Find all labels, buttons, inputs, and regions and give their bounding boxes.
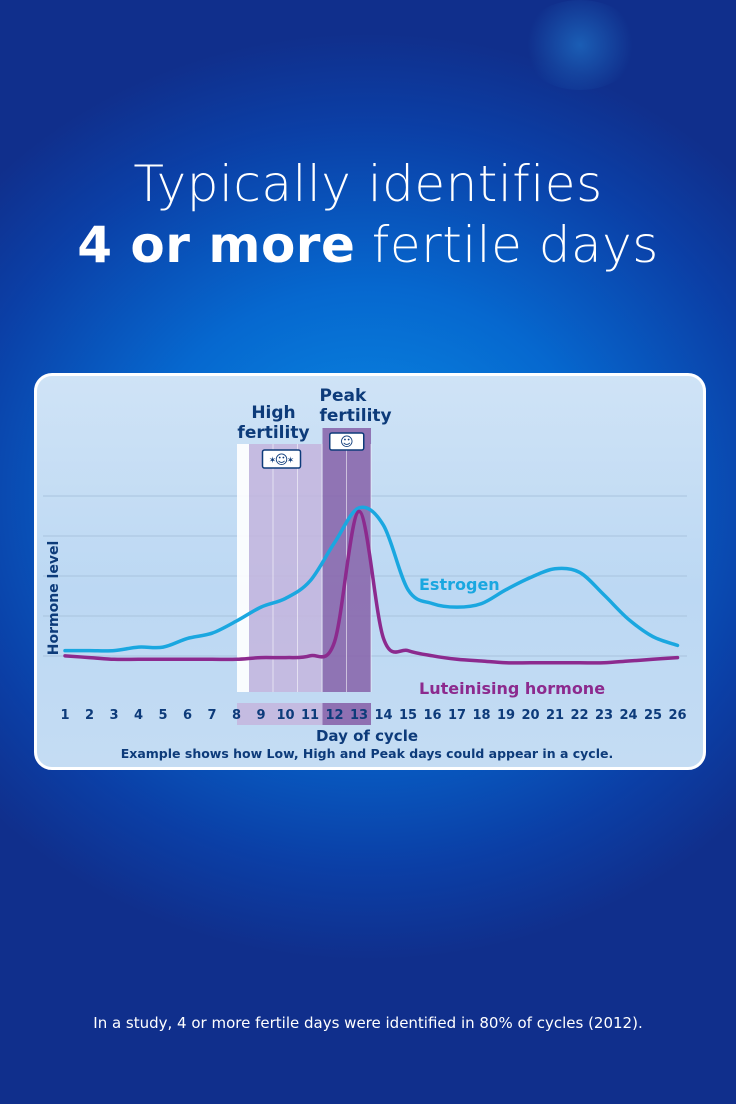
x-axis-label: Day of cycle bbox=[316, 727, 418, 745]
estrogen-label: Estrogen bbox=[419, 575, 500, 594]
chart-caption: Example shows how Low, High and Peak day… bbox=[121, 746, 613, 761]
luteinising-hormone-line bbox=[63, 509, 680, 665]
x-tick-label: 21 bbox=[546, 708, 564, 723]
x-tick-label: 9 bbox=[256, 708, 265, 723]
peak-fertility-label-line2: fertility bbox=[320, 406, 392, 426]
x-tick-label: 10 bbox=[276, 708, 294, 723]
ray-icon: ✶ bbox=[287, 456, 295, 466]
headline-bold: 4 or more bbox=[77, 216, 356, 274]
x-tick-label: 6 bbox=[183, 708, 192, 723]
x-tick-label: 2 bbox=[85, 708, 94, 723]
background-glow bbox=[520, 0, 640, 90]
x-tick-label: 26 bbox=[668, 708, 686, 723]
x-tick-label: 8 bbox=[232, 708, 241, 723]
ray-icon: ✶ bbox=[269, 456, 277, 466]
x-tick-label: 14 bbox=[374, 708, 392, 723]
x-tick-label: 24 bbox=[619, 708, 637, 723]
x-tick-label: 19 bbox=[497, 708, 515, 723]
x-tick-label: 7 bbox=[207, 708, 216, 723]
headline-line-2: 4 or more fertile days bbox=[0, 216, 736, 274]
high-fertility-band-edge bbox=[237, 444, 249, 692]
x-tick-label: 13 bbox=[350, 708, 368, 723]
x-tick-label: 1 bbox=[60, 708, 69, 723]
headline-rest: fertile days bbox=[355, 216, 659, 274]
high-fertility-label-line2: fertility bbox=[237, 423, 309, 443]
smiley-glyph-icon: ☺ bbox=[275, 453, 289, 468]
smiley-icon bbox=[329, 432, 365, 451]
footer-note: In a study, 4 or more fertile days were … bbox=[93, 1014, 643, 1032]
high-fertility-label-line1: High bbox=[251, 403, 295, 423]
tick-highlight-peak bbox=[322, 703, 371, 725]
x-tick-label: 22 bbox=[570, 708, 588, 723]
x-tick-label: 18 bbox=[472, 708, 490, 723]
x-tick-label: 23 bbox=[595, 708, 613, 723]
high-fertility-band bbox=[249, 444, 322, 692]
x-tick-label: 11 bbox=[301, 708, 319, 723]
chart-panel: High fertility Peak fertility ☺ ✶ ✶ ☺ Estrogen Lu… bbox=[34, 373, 706, 770]
x-tick-label: 3 bbox=[109, 708, 118, 723]
luteinising-hormone-label: Luteinising hormone bbox=[419, 679, 605, 698]
x-tick-label: 15 bbox=[399, 708, 417, 723]
smiley-with-rays-icon bbox=[261, 449, 302, 469]
x-tick-label: 20 bbox=[521, 708, 539, 723]
x-tick-label: 5 bbox=[158, 708, 167, 723]
x-tick-label: 25 bbox=[644, 708, 662, 723]
x-tick-label: 12 bbox=[325, 708, 343, 723]
y-axis-label: Hormone level bbox=[46, 541, 62, 656]
x-tick-label: 16 bbox=[423, 708, 441, 723]
estrogen-line bbox=[63, 505, 680, 653]
headline-line-1: Typically identifies bbox=[133, 155, 603, 213]
x-tick-label: 4 bbox=[134, 708, 143, 723]
peak-fertility-label-line1: Peak bbox=[320, 386, 367, 406]
smiley-glyph-icon: ☺ bbox=[340, 435, 354, 450]
x-tick-label: 17 bbox=[448, 708, 466, 723]
